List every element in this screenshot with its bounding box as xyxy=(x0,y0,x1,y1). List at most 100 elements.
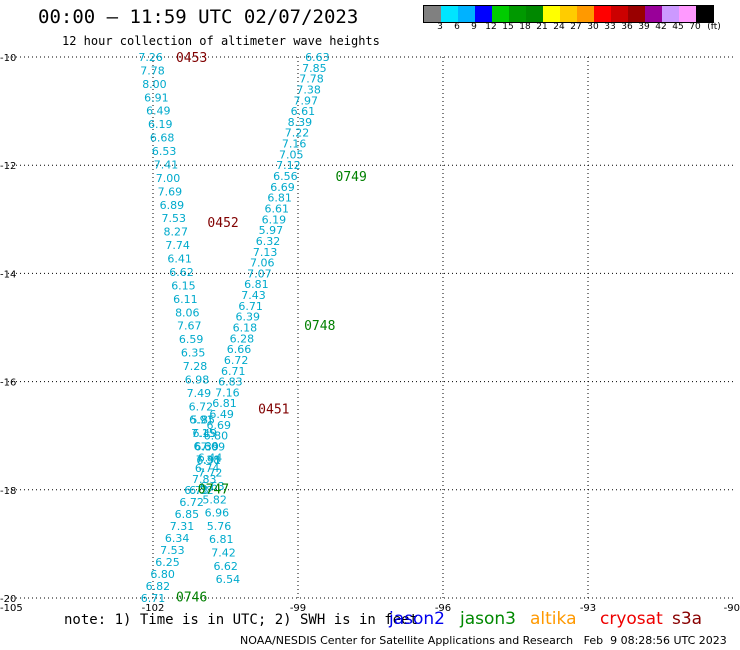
swh-value: 6.49 xyxy=(192,427,217,440)
credit-line: NOAA/NESDIS Center for Satellite Applica… xyxy=(240,634,727,647)
swh-value: 7.41 xyxy=(154,158,179,171)
legend-swatch xyxy=(611,6,628,22)
swh-value: 7.06 xyxy=(250,257,275,270)
legend-label: 42 xyxy=(655,22,667,32)
swh-values: 7.267.788.006.916.496.196.686.537.417.00… xyxy=(138,51,329,605)
swh-value: 6.49 xyxy=(146,105,171,118)
swh-value: 6.80 xyxy=(204,430,229,443)
legend-label: 24 xyxy=(553,22,565,32)
page-subtitle: 12 hour collection of altimeter wave hei… xyxy=(62,34,380,48)
lat-tick-label: -18 xyxy=(0,486,16,497)
footer-note: note: 1) Time is in UTC; 2) SWH is in fe… xyxy=(64,612,419,628)
swh-value: 7.69 xyxy=(158,185,183,198)
swh-value: 6.69 xyxy=(270,181,295,194)
lon-tick-label: -93 xyxy=(580,603,596,614)
swh-value: 7.16 xyxy=(282,138,307,151)
swh-value: 6.74 xyxy=(195,462,220,475)
pass-time-label: 0452 xyxy=(207,216,238,231)
swh-value: 6.72 xyxy=(179,496,204,509)
legend-swatch xyxy=(475,6,492,22)
swh-value: 7.13 xyxy=(253,246,278,259)
swh-value: 6.83 xyxy=(218,376,243,389)
swh-value: 6.71 xyxy=(221,365,246,378)
lat-tick-label: -14 xyxy=(0,269,16,280)
swh-value: 6.19 xyxy=(148,118,173,131)
legend-label: 36 xyxy=(621,22,633,32)
swh-value: 6.11 xyxy=(173,293,198,306)
swh-value: 7.43 xyxy=(241,289,266,302)
swh-value: 7.53 xyxy=(162,212,187,225)
lat-tick-label: -12 xyxy=(0,161,16,172)
lat-tick-label: -16 xyxy=(0,378,16,389)
legend-swatch xyxy=(492,6,509,22)
swh-value: 6.96 xyxy=(205,507,230,520)
swh-value: 6.34 xyxy=(165,532,190,545)
swh-value: 7.05 xyxy=(279,148,304,161)
lat-tick-label: -10 xyxy=(0,53,16,64)
swh-value: 6.56 xyxy=(273,170,298,183)
page-title: 00:00 – 11:59 UTC 02/07/2023 xyxy=(38,6,359,28)
swh-value: 6.53 xyxy=(152,145,177,158)
swh-value: 7.85 xyxy=(302,62,327,75)
axis-tick-labels: -105 -102 -99 -96 -93 -90-10-12-14-16-18-20 xyxy=(0,53,740,614)
legend-label: 3 xyxy=(437,22,443,32)
swh-value: 6.63 xyxy=(200,480,225,493)
pass-time-labels: 0453 0749 0452 0748 0451 0747 0746 xyxy=(176,51,367,605)
swh-value: 8.39 xyxy=(288,116,313,129)
swh-value: 6.66 xyxy=(227,343,252,356)
swh-value: 7.53 xyxy=(160,544,185,557)
swh-value: 8.27 xyxy=(163,226,188,239)
swh-value: 5.97 xyxy=(259,224,284,237)
legend-label: 45 xyxy=(672,22,684,32)
legend-label: 15 xyxy=(502,22,514,32)
swh-value: 7.78 xyxy=(140,64,165,77)
swh-value: 6.81 xyxy=(212,397,237,410)
legend-label: 12 xyxy=(485,22,497,32)
pass-time-label: 0748 xyxy=(304,319,335,334)
swh-value: 7.72 xyxy=(198,467,223,480)
swh-value: 6.68 xyxy=(150,132,175,145)
pass-time-label: 0747 xyxy=(198,483,229,498)
swh-value: 6.72 xyxy=(224,354,249,367)
swh-value: 6.81 xyxy=(209,533,234,546)
swh-value: 7.15 xyxy=(191,427,216,440)
pass-time-label: 0749 xyxy=(336,170,367,185)
swh-value: 6.71 xyxy=(238,300,263,313)
swh-value: 7.12 xyxy=(276,159,301,172)
swh-value: 6.62 xyxy=(169,266,194,279)
legend-label: (ft) xyxy=(707,22,721,32)
swh-value: 6.59 xyxy=(179,333,204,346)
lon-tick-label: -90 xyxy=(724,603,740,614)
swh-value: 6.85 xyxy=(175,508,200,521)
swh-value: 7.83 xyxy=(192,473,217,486)
legend-swatch xyxy=(560,6,577,22)
swh-value: 6.18 xyxy=(233,322,258,335)
lat-lon-grid xyxy=(8,56,733,599)
swh-value: 6.61 xyxy=(264,202,289,215)
swh-value: 6.82 xyxy=(146,580,171,593)
swh-value: 7.78 xyxy=(299,73,324,86)
satellite-s3a-label: s3a xyxy=(672,609,703,629)
swh-value: 7.38 xyxy=(296,83,321,96)
swh-value: 6.25 xyxy=(155,556,180,569)
swh-value: 6.32 xyxy=(256,235,281,248)
swh-value: 6.91 xyxy=(196,454,221,467)
swh-value: 8.06 xyxy=(175,306,200,319)
swh-value: 6.71 xyxy=(141,592,166,605)
swh-value: 6.91 xyxy=(144,91,169,104)
swh-value: 8.00 xyxy=(142,78,167,91)
swh-value: 7.07 xyxy=(247,267,272,280)
swh-value: 7.09 xyxy=(201,441,226,454)
swh-value: 5.85 xyxy=(191,414,216,427)
swh-value: 6.81 xyxy=(244,278,269,291)
swh-value: 7.49 xyxy=(187,387,212,400)
legend-swatch xyxy=(509,6,526,22)
swh-value: 5.76 xyxy=(207,520,232,533)
swh-value: 6.98 xyxy=(185,373,210,386)
swh-value: 6.72 xyxy=(189,400,214,413)
swh-value: 6.61 xyxy=(291,105,316,118)
swh-value: 6.89 xyxy=(160,199,185,212)
legend-swatch xyxy=(594,6,611,22)
swh-value: 7.42 xyxy=(211,546,236,559)
swh-value: 7.16 xyxy=(215,386,240,399)
